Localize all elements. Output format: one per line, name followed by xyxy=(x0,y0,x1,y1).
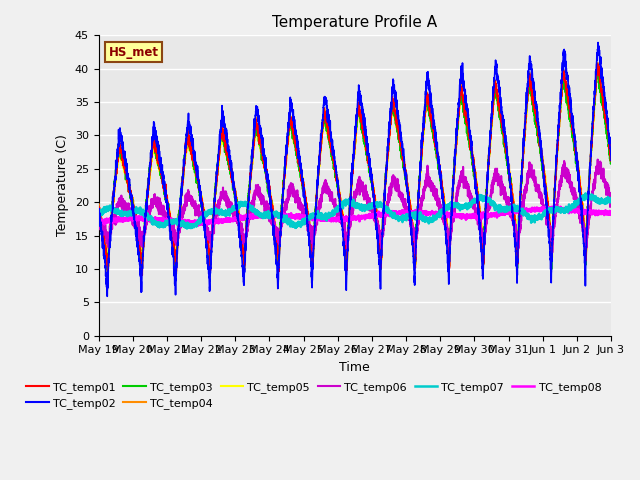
TC_temp05 xyxy=(607,150,614,156)
TC_temp01 xyxy=(470,159,477,165)
TC_temp06 xyxy=(441,219,449,225)
Line: TC_temp06: TC_temp06 xyxy=(99,159,611,254)
TC_temp05 xyxy=(441,202,449,207)
TC_temp08 xyxy=(335,217,343,223)
TC_temp02 xyxy=(607,157,615,163)
TC_temp03 xyxy=(607,160,615,166)
Title: Temperature Profile A: Temperature Profile A xyxy=(272,15,437,30)
TC_temp06 xyxy=(607,198,615,204)
TC_temp05 xyxy=(187,152,195,157)
Line: TC_temp07: TC_temp07 xyxy=(99,193,611,228)
TC_temp03 xyxy=(593,66,601,72)
TC_temp07 xyxy=(335,204,343,210)
TC_temp08 xyxy=(543,204,551,209)
TC_temp08 xyxy=(441,210,449,216)
TC_temp04 xyxy=(607,151,614,156)
TC_temp03 xyxy=(95,203,102,208)
TC_temp06 xyxy=(607,202,614,208)
TC_temp06 xyxy=(594,156,602,162)
TC_temp04 xyxy=(499,116,506,122)
TC_temp05 xyxy=(595,69,602,74)
TC_temp01 xyxy=(607,144,614,150)
TC_temp01 xyxy=(95,201,102,207)
TC_temp04 xyxy=(95,205,102,211)
Line: TC_temp02: TC_temp02 xyxy=(99,43,611,296)
TC_temp05 xyxy=(499,126,506,132)
Line: TC_temp05: TC_temp05 xyxy=(99,72,611,267)
Line: TC_temp04: TC_temp04 xyxy=(99,62,611,274)
TC_temp01 xyxy=(335,192,343,197)
TC_temp04 xyxy=(594,60,602,65)
TC_temp02 xyxy=(470,158,477,164)
TC_temp07 xyxy=(441,204,449,210)
TC_temp08 xyxy=(195,223,202,228)
Line: TC_temp08: TC_temp08 xyxy=(99,206,611,226)
TC_temp07 xyxy=(582,191,589,196)
TC_temp06 xyxy=(187,196,195,202)
TC_temp03 xyxy=(187,147,195,153)
TC_temp05 xyxy=(335,190,343,196)
TC_temp05 xyxy=(607,153,615,159)
TC_temp04 xyxy=(187,145,195,151)
TC_temp08 xyxy=(95,219,102,225)
TC_temp05 xyxy=(95,204,102,210)
TC_temp07 xyxy=(95,210,102,216)
TC_temp02 xyxy=(187,130,195,136)
TC_temp02 xyxy=(104,293,111,299)
Legend: TC_temp01, TC_temp02, TC_temp03, TC_temp04, TC_temp05, TC_temp06, TC_temp07, TC_: TC_temp01, TC_temp02, TC_temp03, TC_temp… xyxy=(22,377,606,413)
TC_temp06 xyxy=(95,218,102,224)
TC_temp02 xyxy=(594,40,602,46)
TC_temp04 xyxy=(172,271,180,277)
TC_temp02 xyxy=(95,210,102,216)
TC_temp07 xyxy=(470,197,477,203)
TC_temp04 xyxy=(470,161,477,167)
TC_temp01 xyxy=(593,61,601,67)
TC_temp08 xyxy=(607,209,614,215)
TC_temp06 xyxy=(470,204,477,210)
TC_temp03 xyxy=(499,128,506,133)
TC_temp05 xyxy=(138,264,146,270)
TC_temp01 xyxy=(441,212,449,217)
Line: TC_temp01: TC_temp01 xyxy=(99,64,611,275)
TC_temp06 xyxy=(335,208,343,214)
Y-axis label: Temperature (C): Temperature (C) xyxy=(56,134,69,237)
TC_temp08 xyxy=(470,214,477,220)
Line: TC_temp03: TC_temp03 xyxy=(99,69,611,276)
TC_temp08 xyxy=(187,219,195,225)
TC_temp03 xyxy=(206,273,214,279)
TC_temp05 xyxy=(470,156,477,162)
TC_temp07 xyxy=(607,197,614,203)
TC_temp04 xyxy=(335,195,343,201)
TC_temp03 xyxy=(335,197,343,203)
X-axis label: Time: Time xyxy=(339,361,370,374)
TC_temp08 xyxy=(607,212,615,217)
TC_temp03 xyxy=(470,163,477,169)
TC_temp04 xyxy=(607,152,615,158)
TC_temp01 xyxy=(138,272,146,278)
TC_temp03 xyxy=(441,216,449,222)
TC_temp08 xyxy=(499,211,506,217)
TC_temp07 xyxy=(499,204,506,210)
TC_temp02 xyxy=(441,219,449,225)
TC_temp07 xyxy=(183,226,191,231)
TC_temp06 xyxy=(499,182,506,188)
TC_temp06 xyxy=(309,252,317,257)
TC_temp02 xyxy=(499,114,506,120)
TC_temp04 xyxy=(441,204,449,210)
TC_temp02 xyxy=(335,198,343,204)
TC_temp02 xyxy=(607,145,614,151)
TC_temp01 xyxy=(187,147,195,153)
TC_temp07 xyxy=(187,223,195,229)
Text: HS_met: HS_met xyxy=(109,46,159,59)
TC_temp01 xyxy=(607,155,615,161)
TC_temp03 xyxy=(607,155,614,160)
TC_temp07 xyxy=(607,195,615,201)
TC_temp01 xyxy=(499,123,506,129)
